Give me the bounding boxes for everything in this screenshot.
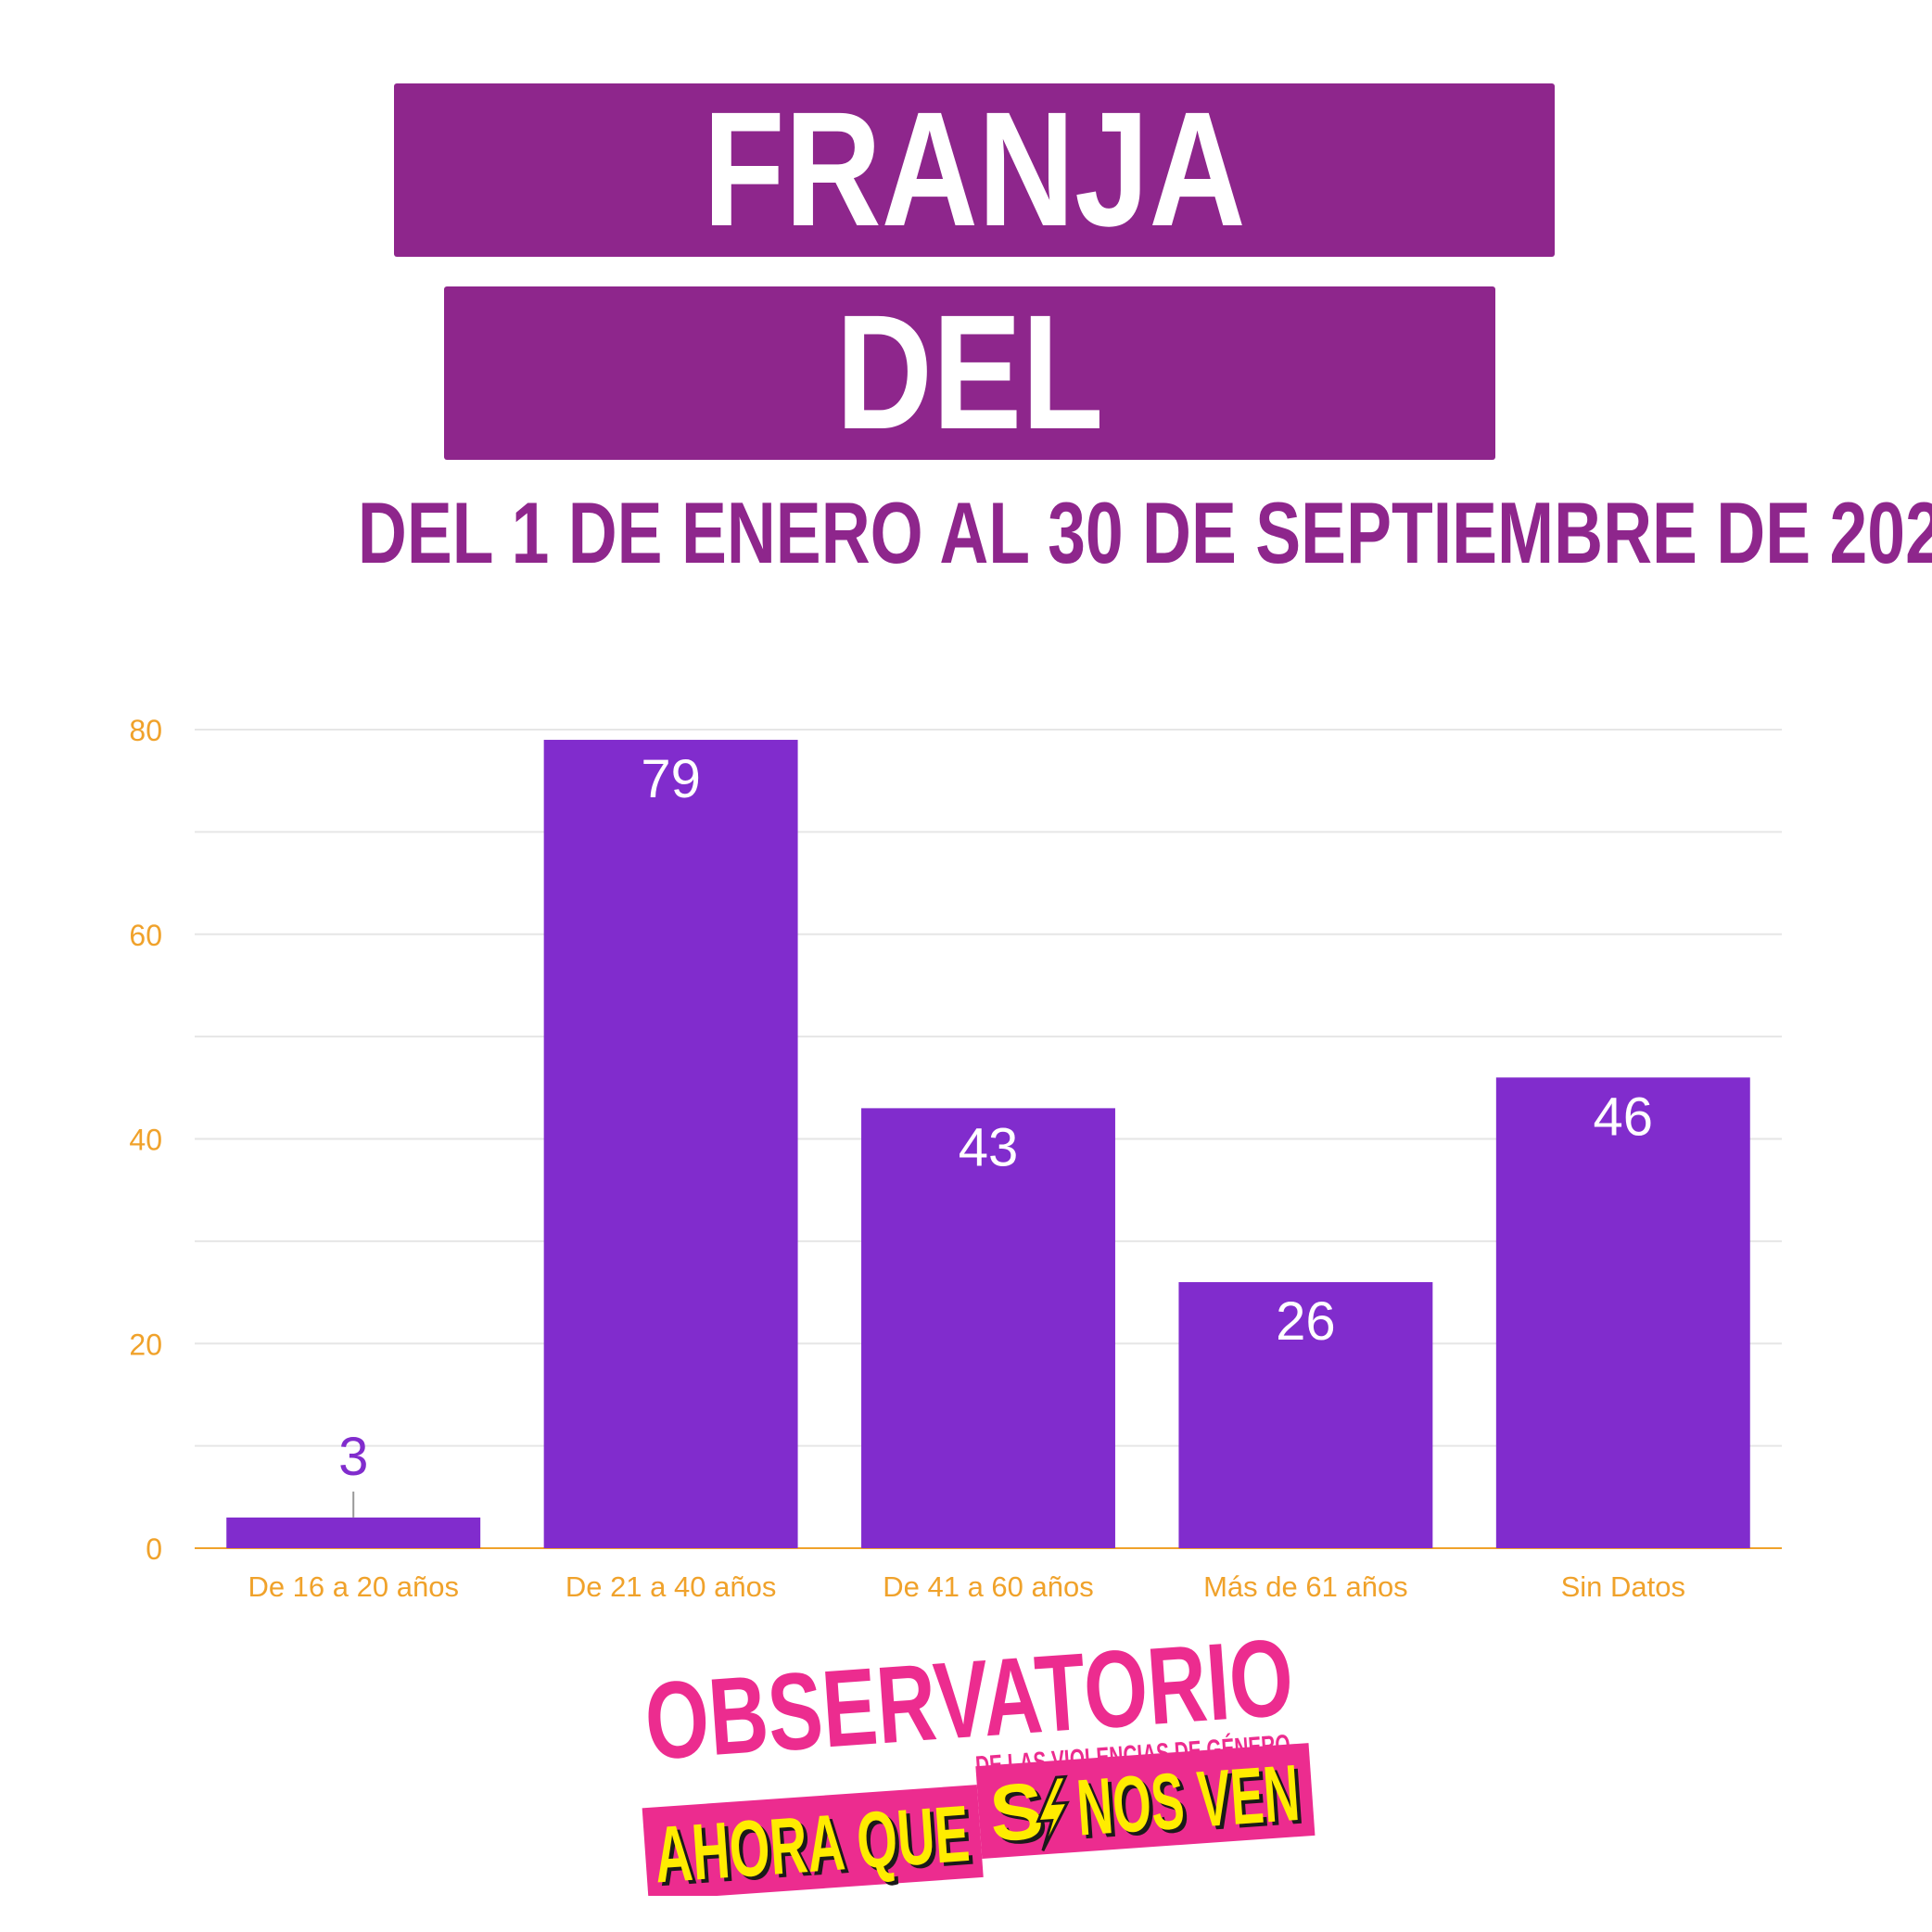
x-tick-label: Más de 61 años xyxy=(1203,1570,1408,1603)
data-label: 3 xyxy=(338,1427,368,1487)
bar xyxy=(543,740,798,1548)
title-line-2: DEL AGRESOR xyxy=(631,282,1308,637)
logo-ahora-que-text: AHORA QUE xyxy=(652,1789,972,1896)
x-axis-ticks: De 16 a 20 años De 21 a 40 años De 41 a 60… xyxy=(248,1570,1685,1603)
observatorio-logo: OBSERVATORIO DE LAS VIOLENCIAS DE GÉNERO… xyxy=(642,1627,1316,1896)
data-label: 46 xyxy=(1594,1087,1654,1147)
data-label: 79 xyxy=(641,749,701,809)
y-tick-label: 20 xyxy=(129,1328,162,1361)
data-label: 43 xyxy=(959,1117,1019,1177)
y-tick-label: 60 xyxy=(129,919,162,952)
logo-nos-ven-text: NOS VEN xyxy=(1074,1748,1302,1853)
logo-nos-ven-shadow: NOS VEN xyxy=(1078,1752,1306,1857)
logo-pink-band-right xyxy=(975,1743,1316,1859)
bar xyxy=(861,1108,1115,1548)
data-label: 26 xyxy=(1276,1291,1336,1352)
bar-chart: 0 20 40 60 80 3 79 43 26 46 De 16 a 20 años De 21… xyxy=(129,714,1782,1603)
y-axis-ticks: 0 20 40 60 80 xyxy=(129,714,162,1566)
logo-s-text: S xyxy=(987,1766,1047,1859)
logo-pink-band-left xyxy=(642,1785,984,1896)
bar xyxy=(1495,1077,1750,1548)
y-tick-label: 0 xyxy=(146,1532,162,1566)
x-tick-label: De 16 a 20 años xyxy=(248,1570,459,1603)
x-tick-label: De 41 a 60 años xyxy=(883,1570,1094,1603)
data-labels: 3 79 43 26 46 xyxy=(338,749,1653,1518)
y-tick-label: 40 xyxy=(129,1124,162,1157)
y-tick-label: 80 xyxy=(129,714,162,747)
bar xyxy=(226,1517,481,1548)
bar xyxy=(1178,1282,1433,1548)
title-line-2-box: DEL AGRESOR xyxy=(444,286,1495,633)
x-tick-label: De 21 a 40 años xyxy=(566,1570,777,1603)
x-tick-label: Sin Datos xyxy=(1561,1570,1685,1603)
lightning-bolt-icon xyxy=(1036,1774,1070,1852)
bars xyxy=(226,740,1750,1548)
